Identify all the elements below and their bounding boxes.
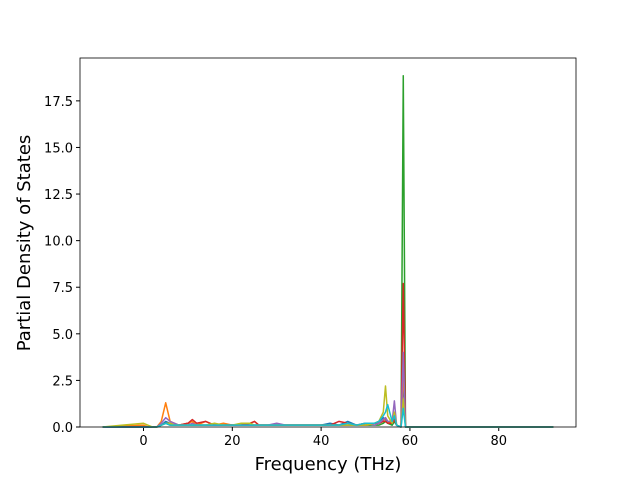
- pdos-line: [102, 370, 554, 428]
- y-axis-label: Partial Density of States: [14, 135, 35, 352]
- y-tick-label: 12.5: [44, 188, 73, 203]
- pdos-line: [102, 351, 554, 428]
- pdos-line: [102, 74, 554, 428]
- x-tick-label: 60: [402, 434, 419, 449]
- plot-frame: [79, 57, 577, 428]
- pdos-line: [102, 403, 554, 428]
- y-tick-label: 2.5: [52, 374, 73, 389]
- x-tick-label: 20: [224, 434, 241, 449]
- y-tick-label: 0.0: [52, 421, 73, 436]
- pdos-line: [102, 282, 554, 428]
- x-tick-label: 80: [490, 434, 507, 449]
- y-tick-label: 7.5: [52, 281, 73, 296]
- x-tick-label: 0: [139, 434, 147, 449]
- y-tick-label: 17.5: [44, 95, 73, 110]
- x-axis-label: Frequency (THz): [255, 454, 402, 475]
- y-tick-label: 10.0: [44, 235, 73, 250]
- x-tick-label: 40: [313, 434, 330, 449]
- y-tick-label: 15.0: [44, 141, 73, 156]
- y-tick-label: 5.0: [52, 328, 73, 343]
